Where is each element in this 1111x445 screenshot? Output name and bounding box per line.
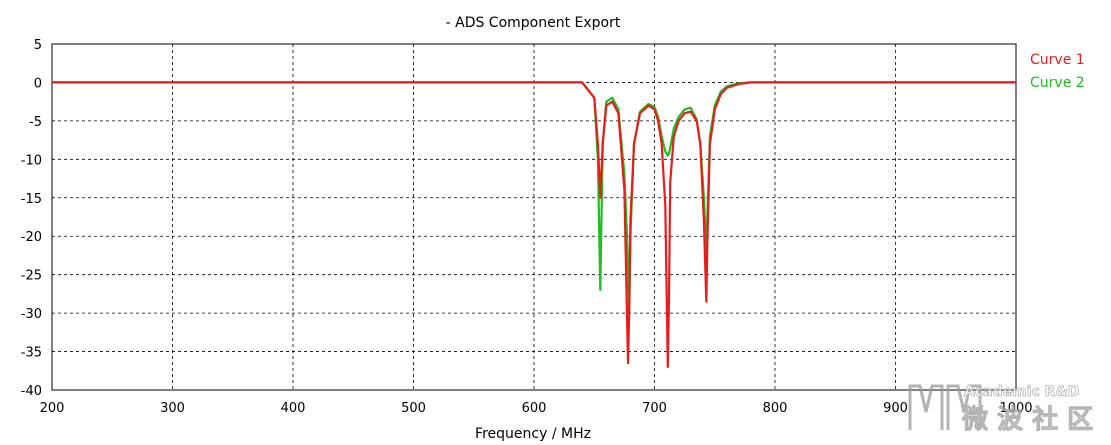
x-tick-label: 900 — [883, 401, 908, 416]
y-tick-label: -10 — [21, 153, 42, 168]
x-tick-label: 1000 — [999, 401, 1032, 416]
legend: Curve 1 Curve 2 — [1030, 52, 1085, 91]
y-tick-label: -5 — [29, 115, 42, 130]
x-tick-label: 300 — [160, 401, 185, 416]
y-tick-label: -20 — [21, 230, 42, 245]
x-tick-label: 400 — [281, 401, 306, 416]
x-tick-label: 600 — [522, 401, 547, 416]
y-tick-labels: 5 0 -5 -10 -15 -20 -25 -30 -35 -40 — [21, 38, 42, 399]
plot-area-frame — [51, 43, 1017, 391]
watermark-logo — [908, 384, 982, 430]
series-line-1 — [52, 81, 1016, 368]
x-axis-label: Frequency / MHz — [475, 426, 591, 442]
x-tick-labels: 200 300 400 500 600 700 800 900 1000 — [40, 401, 1033, 416]
series-lines — [52, 81, 1016, 368]
x-tick-label: 500 — [401, 401, 426, 416]
x-tick-label: 700 — [642, 401, 667, 416]
y-tick-label: 5 — [34, 38, 42, 53]
chart-title: - ADS Component Export — [446, 15, 621, 31]
y-tick-label: 0 — [34, 76, 42, 91]
y-tick-label: -40 — [21, 384, 42, 399]
legend-entry-2: Curve 2 — [1030, 75, 1085, 91]
watermark-line2: 微 波 社 区 — [961, 404, 1093, 435]
y-tick-label: -25 — [21, 269, 42, 284]
x-tick-label: 800 — [763, 401, 788, 416]
y-tick-label: -30 — [21, 307, 42, 322]
watermark-line1: Academic R&D — [964, 384, 1079, 400]
grid — [52, 44, 1016, 390]
watermark: Academic R&D 微 波 社 区 — [908, 384, 1094, 435]
y-tick-label: -15 — [21, 192, 42, 207]
legend-entry-1: Curve 1 — [1030, 52, 1085, 68]
y-tick-label: -35 — [21, 346, 42, 361]
x-tick-label: 200 — [40, 401, 65, 416]
